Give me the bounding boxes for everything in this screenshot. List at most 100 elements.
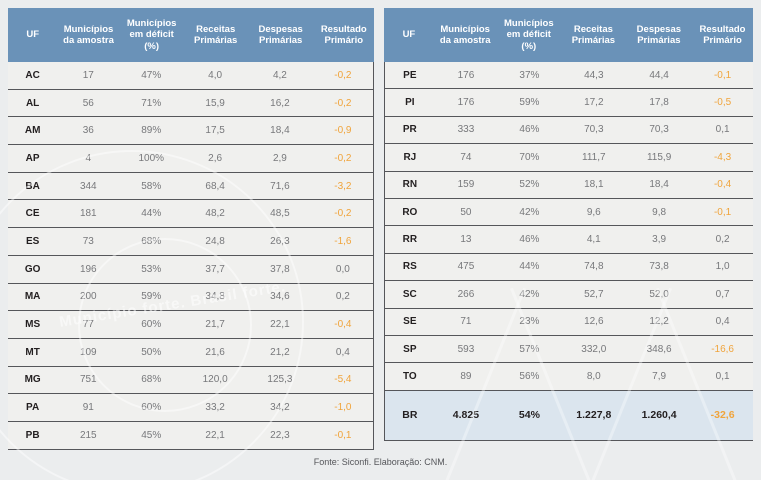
cell-resultado-primario: -1,6 bbox=[334, 235, 352, 247]
cell-municipios-da-amostra: 77 bbox=[82, 319, 94, 331]
column-header-uf: UF bbox=[26, 29, 40, 41]
cell-receitas-primarias: 4,0 bbox=[208, 69, 223, 81]
cell-receitas-primarias: 8,0 bbox=[586, 370, 601, 382]
cell-uf: SE bbox=[403, 316, 417, 328]
cell-municipios-da-amostra: 176 bbox=[457, 69, 475, 81]
cell-resultado-primario: -5,4 bbox=[334, 374, 352, 386]
cell-municipios-da-amostra: 89 bbox=[460, 370, 472, 382]
cell-municipios-da-amostra: 215 bbox=[79, 429, 97, 441]
cell-municipios-da-amostra: 266 bbox=[457, 288, 475, 300]
column-header-municipios-em-deficit: Municípios em déficit (%) bbox=[504, 17, 554, 52]
cell-municipios-em-deficit: 57% bbox=[519, 343, 540, 355]
states-table-left: UF Municípios da amostra Municípios em déf… bbox=[8, 8, 374, 450]
cell-municipios-da-amostra: 196 bbox=[79, 263, 97, 275]
cell-uf: PE bbox=[403, 69, 417, 81]
cell-resultado-primario: -16,6 bbox=[711, 343, 734, 355]
cell-receitas-primarias: 24,8 bbox=[205, 235, 225, 247]
table-header-left: UF Municípios da amostra Municípios em déf… bbox=[8, 8, 374, 62]
cell-municipios-da-amostra: 200 bbox=[79, 291, 97, 303]
cell-despesas-primarias: 12,2 bbox=[649, 316, 669, 328]
cell-resultado-primario: -0,4 bbox=[334, 319, 352, 331]
cell-resultado-primario: -0,1 bbox=[334, 429, 352, 441]
cell-resultado-primario: -0,9 bbox=[334, 125, 352, 137]
cell-municipios-da-amostra: 181 bbox=[79, 208, 97, 220]
cell-despesas-primarias: 48,5 bbox=[270, 208, 290, 220]
cell-municipios-em-deficit: 89% bbox=[141, 125, 162, 137]
table-row: AM 36 89% 17,5 18,4 -0,9 bbox=[8, 117, 373, 146]
cell-municipios-em-deficit: 68% bbox=[141, 374, 162, 386]
cell-receitas-primarias: 48,2 bbox=[205, 208, 225, 220]
cell-despesas-primarias: 2,9 bbox=[272, 152, 287, 164]
cell-municipios-em-deficit: 47% bbox=[141, 69, 162, 81]
cell-municipios-em-deficit: 58% bbox=[141, 180, 162, 192]
cell-receitas-primarias: 37,7 bbox=[205, 263, 225, 275]
cell-receitas-primarias: 21,6 bbox=[205, 346, 225, 358]
cell-resultado-primario: -0,2 bbox=[334, 97, 352, 109]
cell-receitas-primarias: 1.227,8 bbox=[576, 409, 612, 422]
cell-municipios-da-amostra: 176 bbox=[457, 97, 475, 109]
cell-resultado-primario: -4,3 bbox=[713, 151, 732, 163]
cell-municipios-da-amostra: 593 bbox=[457, 343, 475, 355]
cell-municipios-em-deficit: 42% bbox=[519, 288, 540, 300]
cell-resultado-primario: 1,0 bbox=[715, 261, 730, 273]
cell-uf: PA bbox=[26, 402, 40, 414]
cell-receitas-primarias: 52,7 bbox=[584, 288, 604, 300]
column-header-uf: UF bbox=[402, 29, 416, 41]
cell-resultado-primario: 0,1 bbox=[715, 124, 730, 136]
table-row: MT 109 50% 21,6 21,2 0,4 bbox=[8, 338, 373, 367]
cell-receitas-primarias: 34,8 bbox=[205, 291, 225, 303]
cell-uf: RS bbox=[402, 261, 417, 273]
cell-uf: PI bbox=[405, 97, 415, 109]
cell-municipios-em-deficit: 70% bbox=[519, 151, 540, 163]
column-header-receitas-primarias: Receitas Primárias bbox=[194, 23, 238, 46]
cell-uf: MS bbox=[25, 319, 41, 331]
cell-resultado-primario: 0,4 bbox=[715, 316, 730, 328]
cell-resultado-primario: 0,7 bbox=[715, 288, 730, 300]
cell-municipios-em-deficit: 44% bbox=[519, 261, 540, 273]
cell-municipios-em-deficit: 59% bbox=[519, 97, 540, 109]
cell-resultado-primario: -1,0 bbox=[334, 402, 352, 414]
column-header-resultado-primario: Resultado Primário bbox=[699, 23, 746, 46]
cell-resultado-primario: -0,5 bbox=[713, 97, 732, 109]
cell-resultado-primario: 0,2 bbox=[335, 291, 350, 303]
cell-uf: SP bbox=[403, 343, 417, 355]
cell-municipios-em-deficit: 46% bbox=[519, 234, 540, 246]
cell-municipios-da-amostra: 74 bbox=[460, 151, 472, 163]
cell-uf: RR bbox=[402, 234, 418, 246]
cell-uf: MT bbox=[25, 346, 40, 358]
cell-uf: GO bbox=[24, 263, 41, 275]
column-header-receitas-primarias: Receitas Primárias bbox=[571, 23, 616, 46]
cell-resultado-primario: -0,1 bbox=[713, 69, 732, 81]
cell-uf: MG bbox=[24, 374, 41, 386]
cell-municipios-em-deficit: 59% bbox=[141, 291, 162, 303]
cell-resultado-primario: -0,2 bbox=[334, 152, 352, 164]
column-header-despesas-primarias: Despesas Primárias bbox=[636, 23, 682, 46]
cell-resultado-primario: -0,2 bbox=[334, 208, 352, 220]
cell-municipios-em-deficit: 46% bbox=[519, 124, 540, 136]
table-row: ES 73 68% 24,8 26,3 -1,6 bbox=[8, 228, 373, 256]
table-row: MS 77 60% 21,7 22,1 -0,4 bbox=[8, 311, 373, 339]
cell-resultado-primario: -0,4 bbox=[713, 179, 732, 191]
cell-despesas-primarias: 1.260,4 bbox=[641, 409, 677, 422]
cell-uf: AM bbox=[24, 125, 41, 137]
cell-despesas-primarias: 4,2 bbox=[272, 69, 287, 81]
cell-receitas-primarias: 22,1 bbox=[205, 429, 225, 441]
cell-despesas-primarias: 125,3 bbox=[267, 374, 293, 386]
cell-municipios-da-amostra: 56 bbox=[82, 97, 94, 109]
table-row: CE 181 44% 48,2 48,5 -0,2 bbox=[8, 200, 373, 229]
cell-municipios-em-deficit: 45% bbox=[141, 429, 162, 441]
cell-municipios-em-deficit: 54% bbox=[518, 409, 540, 422]
cell-despesas-primarias: 17,8 bbox=[649, 97, 669, 109]
cell-municipios-da-amostra: 73 bbox=[82, 235, 94, 247]
cell-despesas-primarias: 22,3 bbox=[270, 429, 290, 441]
column-header-resultado-primario: Resultado Primário bbox=[320, 23, 367, 46]
cell-municipios-em-deficit: 53% bbox=[141, 263, 162, 275]
cell-uf: CE bbox=[25, 208, 40, 220]
column-header-municipios-em-deficit: Municípios em déficit (%) bbox=[126, 17, 177, 52]
table-header-right: UF Municípios da amostra Municípios em déf… bbox=[384, 8, 753, 62]
cell-despesas-primarias: 37,8 bbox=[270, 263, 290, 275]
cell-municipios-da-amostra: 13 bbox=[460, 234, 472, 246]
cell-receitas-primarias: 44,3 bbox=[584, 69, 604, 81]
cell-municipios-da-amostra: 109 bbox=[79, 346, 97, 358]
table-row: PE 176 37% 44,3 44,4 -0,1 bbox=[385, 62, 753, 90]
